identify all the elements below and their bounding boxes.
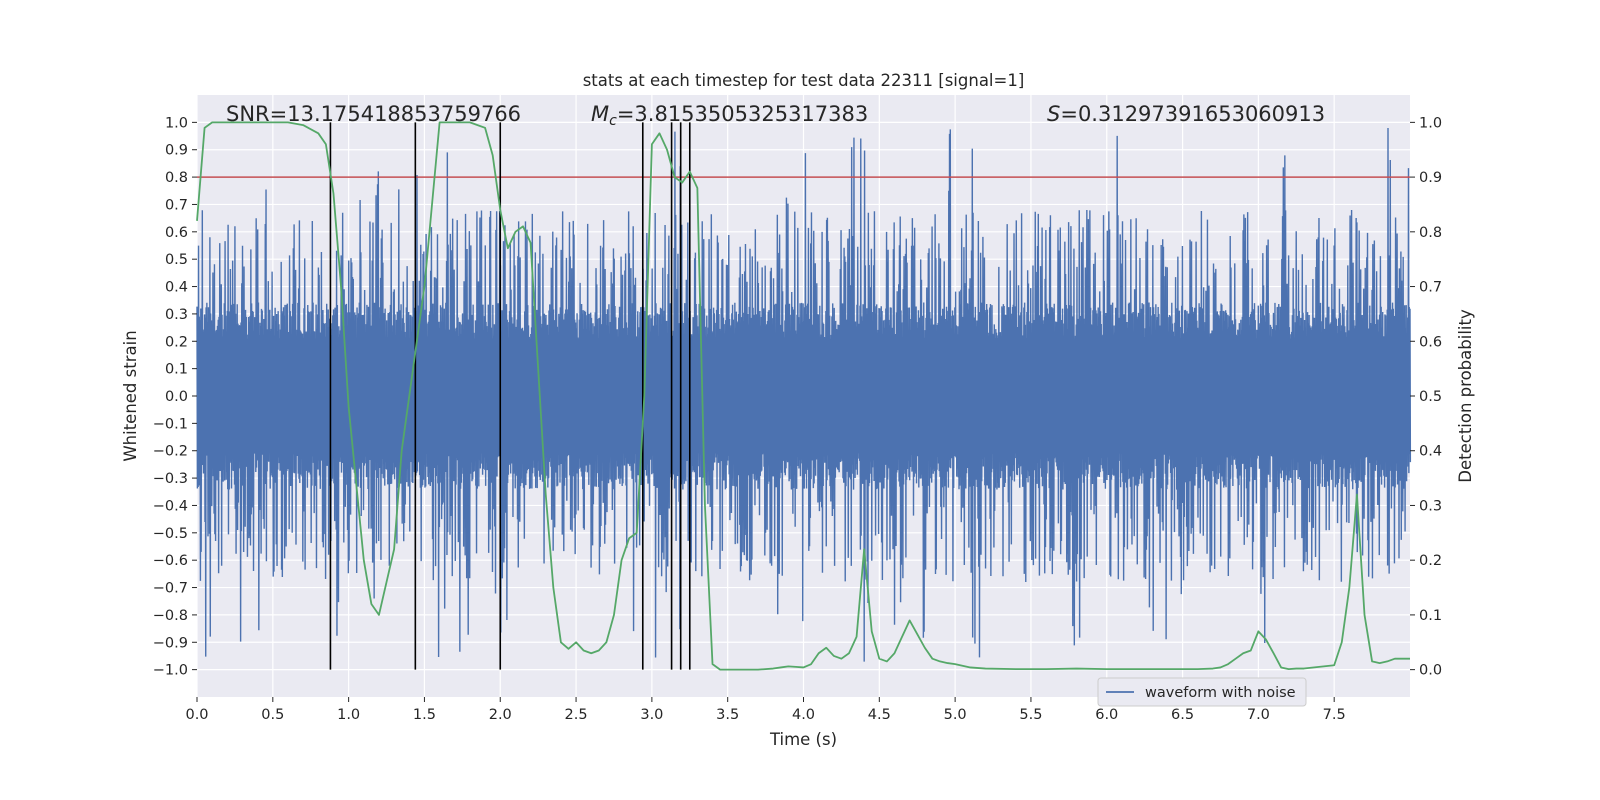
y-left-tick-label: 0.5 <box>165 252 188 268</box>
s-symbol: S <box>1047 102 1060 126</box>
x-tick-label: 6.5 <box>1171 707 1194 723</box>
y-left-tick-label: −0.2 <box>153 444 188 460</box>
x-tick-label: 0.5 <box>261 707 284 723</box>
y-right-tick-label: 0.7 <box>1419 280 1442 296</box>
y-right-tick-label: 0.6 <box>1419 334 1442 350</box>
vertical-markers <box>329 122 691 670</box>
y-left-tick-label: −0.5 <box>153 526 188 542</box>
x-tick-label: 5.0 <box>944 707 967 723</box>
y-left-tick-label: 0.8 <box>165 170 188 186</box>
axes: 0.0 0.5 1.0 1.5 2.0 2.5 3.0 3.5 4.0 4.5 5.0 5.5 6.0 6… <box>153 115 1442 723</box>
y-left-tick-label: −0.9 <box>153 635 188 651</box>
x-tick-label: 4.5 <box>868 707 891 723</box>
s-annotation: S=0.31297391653060913 <box>1047 102 1325 126</box>
y-left-tick-label: −0.8 <box>153 608 188 624</box>
x-tick-label: 0.0 <box>185 707 208 723</box>
mc-symbol: M <box>591 102 609 126</box>
y-left-tick-label: −0.1 <box>153 416 188 432</box>
y-right-tick-label: 0.9 <box>1419 170 1442 186</box>
x-tick-label: 7.0 <box>1247 707 1270 723</box>
y-right-tick-label: 0.0 <box>1419 663 1442 679</box>
y-left-tick-label: 0.9 <box>165 143 188 159</box>
s-value: =0.31297391653060913 <box>1060 102 1325 126</box>
waveform-series <box>196 128 1412 662</box>
x-tick-label: 4.0 <box>792 707 815 723</box>
legend-box <box>1097 677 1307 707</box>
y-left-tick-label: −0.6 <box>153 553 188 569</box>
chirp-mass-annotation: Mc=3.8153505325317383 <box>591 102 868 129</box>
y-right-tick-label: 0.8 <box>1419 225 1442 241</box>
y-left-tick-label: 0.1 <box>165 362 188 378</box>
y-left-tick-label: 0.4 <box>165 280 188 296</box>
probability-series-layer <box>196 121 1410 671</box>
x-tick-label: 3.0 <box>640 707 663 723</box>
y-left-tick-label: −1.0 <box>153 663 188 679</box>
x-tick-label: 1.5 <box>413 707 436 723</box>
y-left-tick-label: 0.2 <box>165 334 188 350</box>
y-left-tick-label: −0.7 <box>153 581 188 597</box>
y-left-tick-label: −0.4 <box>153 498 188 514</box>
x-tick-label: 7.5 <box>1323 707 1346 723</box>
y-right-tick-label: 0.1 <box>1419 608 1442 624</box>
y-left-tick-label: 0.6 <box>165 225 188 241</box>
x-tick-label: 1.0 <box>337 707 360 723</box>
x-tick-label: 5.5 <box>1019 707 1042 723</box>
chart-title: stats at each timestep for test data 223… <box>583 71 1025 90</box>
y-left-tick-label: 0.0 <box>165 389 188 405</box>
y-right-tick-label: 0.2 <box>1419 553 1442 569</box>
x-axis-label: Time (s) <box>769 730 837 749</box>
x-tick-label: 2.5 <box>565 707 588 723</box>
y-left-tick-label: −0.3 <box>153 471 188 487</box>
y-left-tick-label: 0.7 <box>165 197 188 213</box>
legend-entry-waveform: waveform with noise <box>1145 685 1296 701</box>
y-right-tick-label: 1.0 <box>1419 115 1442 131</box>
mc-value: =3.8153505325317383 <box>617 102 868 126</box>
x-tick-label: 3.5 <box>716 707 739 723</box>
y-right-tick-label: 0.3 <box>1419 498 1442 514</box>
probability-line <box>196 121 1410 671</box>
mc-subscript: c <box>609 113 617 129</box>
y-left-tick-label: 1.0 <box>165 115 188 131</box>
snr-annotation: SNR=13.175418853759766 <box>226 102 521 126</box>
y-axis-left-label: Whitened strain <box>121 330 140 461</box>
y-axis-right-label: Detection probability <box>1456 309 1475 483</box>
waveform-line <box>196 128 1412 662</box>
x-tick-label: 6.0 <box>1095 707 1118 723</box>
y-right-tick-label: 0.4 <box>1419 444 1442 460</box>
y-left-tick-label: 0.3 <box>165 307 188 323</box>
x-tick-label: 2.0 <box>489 707 512 723</box>
y-right-tick-label: 0.5 <box>1419 389 1442 405</box>
legend: waveform with noise <box>1097 677 1307 707</box>
